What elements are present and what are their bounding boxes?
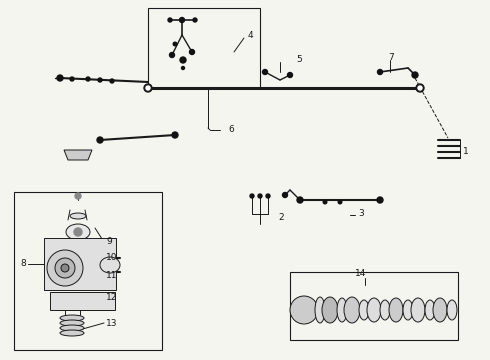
Circle shape [173, 42, 177, 46]
Ellipse shape [55, 258, 75, 278]
Circle shape [179, 18, 185, 22]
Circle shape [181, 67, 185, 69]
Circle shape [170, 53, 174, 58]
Circle shape [297, 197, 303, 203]
Circle shape [110, 79, 114, 83]
Circle shape [323, 200, 327, 204]
Circle shape [266, 194, 270, 198]
Text: 10: 10 [106, 253, 118, 262]
Ellipse shape [315, 297, 325, 323]
Text: 7: 7 [388, 54, 394, 63]
Circle shape [98, 78, 102, 82]
Circle shape [412, 72, 418, 78]
Ellipse shape [47, 250, 83, 286]
Text: 8: 8 [20, 260, 26, 269]
Ellipse shape [367, 298, 381, 322]
Circle shape [146, 86, 150, 90]
Bar [148, 8, 260, 88]
Ellipse shape [433, 298, 447, 322]
Circle shape [180, 57, 186, 63]
Bar [290, 272, 458, 340]
Circle shape [258, 194, 262, 198]
Circle shape [172, 132, 178, 138]
Ellipse shape [447, 300, 457, 320]
Text: 9: 9 [106, 238, 112, 247]
Text: 2: 2 [278, 212, 284, 221]
Circle shape [70, 77, 74, 81]
Ellipse shape [389, 298, 403, 322]
Circle shape [283, 193, 288, 198]
Bar [14, 192, 162, 350]
Circle shape [144, 84, 152, 92]
Circle shape [250, 194, 254, 198]
Circle shape [74, 228, 82, 236]
Ellipse shape [100, 257, 120, 273]
Circle shape [377, 69, 383, 75]
Circle shape [190, 49, 195, 54]
Circle shape [288, 72, 293, 77]
Polygon shape [64, 150, 92, 160]
Text: 11: 11 [106, 270, 118, 279]
Text: 6: 6 [228, 126, 234, 135]
Ellipse shape [70, 213, 86, 219]
Ellipse shape [425, 300, 435, 320]
Ellipse shape [344, 297, 360, 323]
Bar [50, 292, 115, 310]
Circle shape [97, 137, 103, 143]
Circle shape [193, 18, 197, 22]
Ellipse shape [380, 300, 390, 320]
Circle shape [418, 86, 422, 90]
Text: 14: 14 [355, 270, 367, 279]
Ellipse shape [66, 224, 90, 240]
Ellipse shape [359, 300, 369, 320]
Text: 12: 12 [106, 293, 118, 302]
Circle shape [168, 18, 172, 22]
Ellipse shape [60, 330, 84, 336]
Ellipse shape [411, 298, 425, 322]
Ellipse shape [60, 325, 84, 331]
Text: 4: 4 [248, 31, 254, 40]
Circle shape [57, 75, 63, 81]
Ellipse shape [290, 296, 318, 324]
Bar [44, 238, 116, 290]
Ellipse shape [60, 320, 84, 326]
Circle shape [338, 200, 342, 204]
Circle shape [86, 77, 90, 81]
Ellipse shape [60, 315, 84, 321]
Circle shape [377, 197, 383, 203]
Text: 3: 3 [358, 210, 364, 219]
Text: 13: 13 [106, 319, 118, 328]
Circle shape [75, 193, 81, 199]
Text: 5: 5 [296, 55, 302, 64]
Ellipse shape [61, 264, 69, 272]
Circle shape [416, 84, 424, 92]
Ellipse shape [337, 298, 347, 322]
Ellipse shape [403, 300, 413, 320]
Text: 1: 1 [463, 148, 469, 157]
Circle shape [263, 69, 268, 75]
Ellipse shape [322, 297, 338, 323]
